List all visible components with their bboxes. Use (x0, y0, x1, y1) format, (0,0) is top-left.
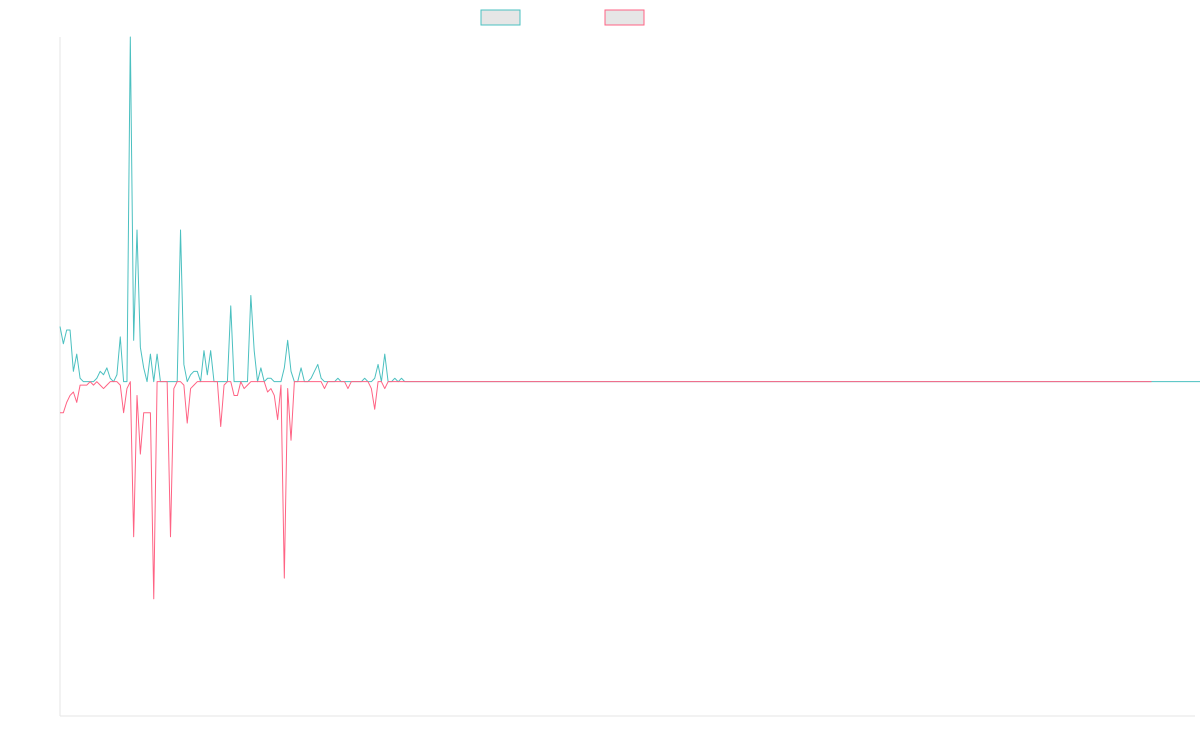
series-layer (59, 36, 1200, 600)
series-line-positive (59, 36, 1200, 383)
series-line-negative (60, 381, 1152, 600)
legend-swatch-negative[interactable] (604, 9, 645, 26)
axes (59, 37, 1195, 717)
legend-swatch-positive[interactable] (480, 9, 521, 26)
legend (480, 9, 645, 26)
